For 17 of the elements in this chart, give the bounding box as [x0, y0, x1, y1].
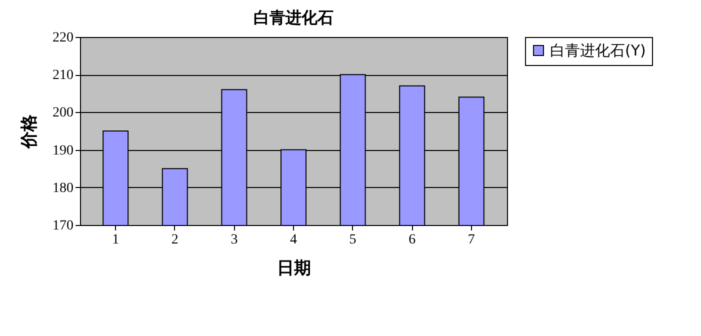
x-tick-label: 4	[290, 232, 297, 248]
y-tick-label: 210	[52, 68, 74, 84]
y-axis-title: 价格	[20, 114, 40, 150]
y-tick-label: 190	[52, 143, 74, 158]
x-tick-label: 6	[408, 232, 416, 248]
x-tick-label: 2	[171, 232, 178, 248]
x-tick-label: 5	[349, 232, 356, 248]
y-tick-label: 220	[52, 30, 74, 46]
y-tick-label: 200	[52, 106, 74, 121]
chart-title: 白青进化石	[254, 8, 334, 27]
x-axis-title: 日期	[277, 258, 311, 278]
x-tick-label: 1	[112, 232, 120, 248]
y-tick-label: 180	[52, 180, 74, 196]
x-tick-label: 7	[468, 232, 475, 248]
y-tick-label: 170	[52, 218, 74, 234]
x-tick-label: 3	[230, 232, 238, 248]
legend-label: 白青进化石(Y)	[550, 42, 646, 60]
